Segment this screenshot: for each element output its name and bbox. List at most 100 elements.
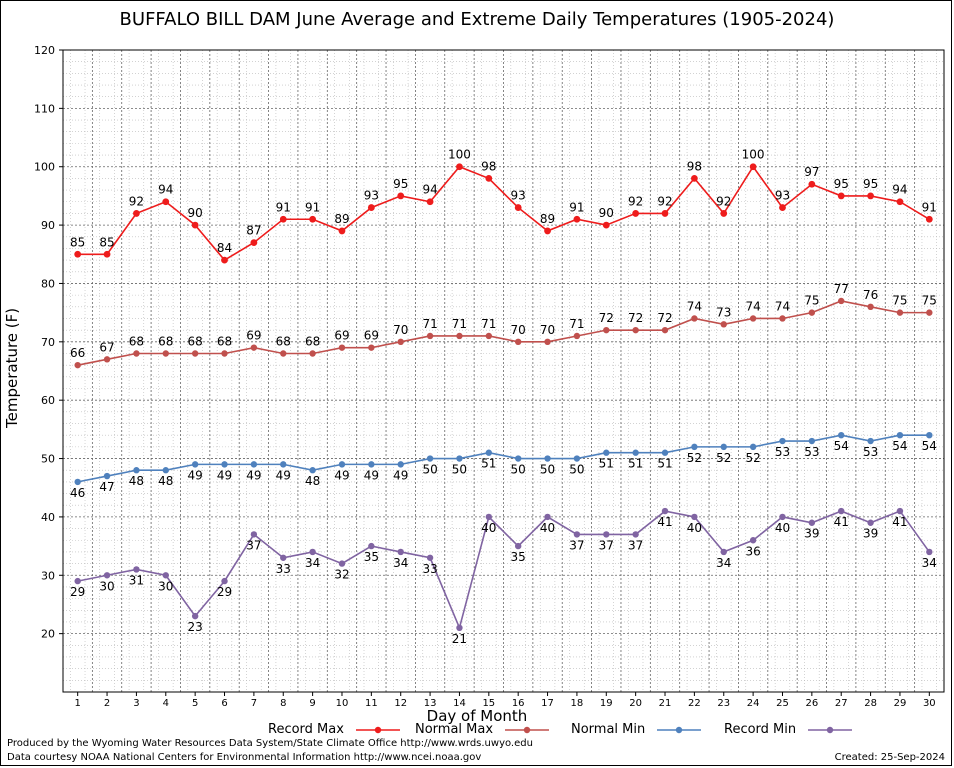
data-point — [925, 215, 933, 223]
data-point — [456, 624, 463, 631]
x-tick-label: 28 — [864, 698, 877, 709]
y-tick-label: 40 — [41, 511, 55, 524]
x-tick-label: 12 — [394, 698, 407, 709]
data-label: 94 — [158, 183, 173, 197]
x-tick-label: 9 — [309, 698, 315, 709]
data-point — [338, 227, 346, 235]
series-record-min: 29 30 31 30 23 29 37 33 34 32 35 34 33 21 40 35 40 37 37 37… — [70, 507, 937, 646]
data-point — [456, 455, 463, 462]
x-tick-label: 6 — [221, 698, 227, 709]
data-label: 30 — [99, 579, 114, 593]
data-label: 50 — [452, 463, 467, 477]
data-point — [133, 566, 140, 573]
data-point — [250, 239, 258, 247]
data-label: 48 — [129, 474, 144, 488]
data-point — [162, 467, 169, 474]
data-label: 54 — [922, 439, 937, 453]
data-point — [720, 210, 728, 217]
data-point — [544, 338, 551, 346]
data-label: 37 — [599, 538, 614, 552]
data-label: 40 — [687, 521, 702, 535]
data-label: 70 — [393, 323, 408, 337]
data-point — [720, 548, 727, 556]
data-label: 75 — [892, 294, 907, 308]
data-label: 71 — [481, 317, 496, 331]
footer-credit-2: Data courtesy NOAA National Centers for … — [7, 752, 482, 763]
data-label: 68 — [305, 334, 320, 348]
data-point — [133, 210, 140, 217]
y-tick-label: 60 — [41, 394, 55, 407]
data-point — [367, 204, 375, 211]
legend-label: Normal Max — [415, 722, 494, 737]
data-point — [808, 180, 816, 188]
data-label: 95 — [863, 177, 878, 191]
legend-label: Record Min — [724, 722, 797, 737]
data-point — [603, 326, 610, 334]
data-label: 69 — [334, 329, 349, 343]
data-point — [691, 443, 698, 451]
data-point — [867, 519, 874, 526]
data-point — [280, 461, 287, 468]
data-label: 100 — [448, 148, 471, 162]
data-point — [661, 210, 669, 217]
data-point — [514, 338, 522, 346]
data-label: 77 — [834, 282, 849, 296]
x-tick-label: 27 — [835, 698, 848, 709]
data-label: 72 — [657, 311, 672, 325]
series-line — [77, 510, 930, 631]
data-point — [573, 215, 581, 223]
data-label: 92 — [716, 194, 731, 208]
data-point — [926, 432, 933, 439]
data-label: 34 — [922, 556, 937, 570]
data-label: 52 — [716, 451, 731, 465]
data-label: 21 — [452, 632, 467, 646]
y-tick-label: 90 — [41, 219, 55, 232]
data-label: 72 — [599, 311, 614, 325]
y-tick-label: 50 — [41, 453, 55, 466]
data-label: 93 — [364, 189, 379, 203]
data-label: 36 — [745, 544, 760, 558]
data-label: 91 — [569, 200, 584, 214]
data-point — [867, 437, 874, 445]
data-point — [162, 350, 169, 357]
data-label: 37 — [246, 538, 261, 552]
y-tick-label: 110 — [34, 102, 55, 115]
data-point — [426, 198, 434, 206]
data-point — [808, 519, 816, 526]
data-point — [103, 572, 111, 579]
data-point — [779, 513, 786, 521]
data-point — [191, 350, 199, 357]
data-label: 50 — [569, 463, 584, 477]
x-tick-label: 24 — [747, 698, 760, 709]
data-label: 73 — [716, 305, 731, 319]
data-point — [221, 577, 228, 585]
data-label: 53 — [804, 445, 819, 459]
data-label: 51 — [628, 457, 643, 471]
data-point — [544, 227, 551, 235]
data-label: 66 — [70, 346, 85, 360]
data-point — [926, 309, 933, 316]
data-label: 91 — [305, 200, 320, 214]
data-label: 89 — [540, 212, 555, 226]
data-point — [661, 449, 669, 456]
data-label: 91 — [922, 200, 937, 214]
data-point — [280, 350, 287, 357]
data-label: 92 — [129, 194, 144, 208]
data-point — [338, 461, 346, 468]
data-point — [133, 350, 140, 357]
x-tick-label: 8 — [280, 698, 286, 709]
data-label: 74 — [687, 299, 702, 313]
data-label: 75 — [804, 294, 819, 308]
legend-swatch — [657, 726, 702, 733]
data-label: 52 — [687, 451, 702, 465]
data-label: 49 — [334, 468, 349, 482]
data-label: 93 — [511, 189, 526, 203]
data-label: 49 — [188, 468, 203, 482]
footer-credit-1: Produced by the Wyoming Water Resources … — [7, 738, 533, 749]
data-point — [397, 338, 404, 346]
data-label: 40 — [481, 521, 496, 535]
legend-swatch — [355, 726, 400, 733]
data-label: 33 — [422, 562, 437, 576]
data-label: 68 — [188, 334, 203, 348]
